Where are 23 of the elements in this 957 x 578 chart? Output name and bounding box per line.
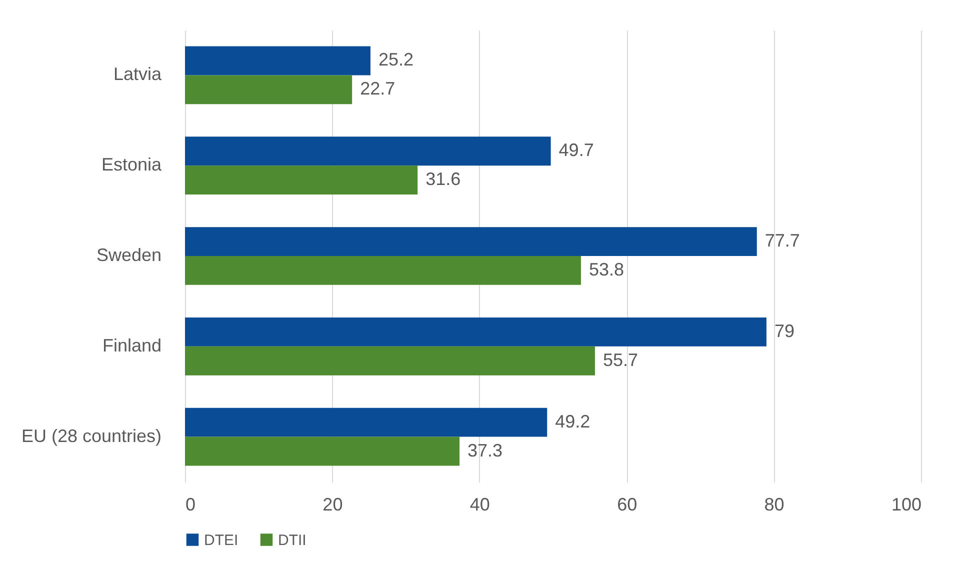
data-label: 31.6	[426, 169, 461, 190]
x-tick-label: 80	[764, 494, 784, 514]
x-tick-label: 60	[617, 494, 638, 514]
data-label: 22.7	[360, 78, 396, 99]
data-label: 49.2	[555, 411, 590, 432]
y-tick-label: Finland	[102, 335, 162, 356]
y-tick-label: Sweden	[96, 245, 162, 265]
data-label: 37.3	[468, 440, 503, 460]
x-tick-label: 40	[470, 494, 490, 514]
data-label: 25.2	[378, 50, 414, 70]
data-label: 77.7	[764, 230, 800, 251]
legend-label: DTII	[278, 532, 306, 549]
x-tick-label: 20	[322, 494, 343, 514]
y-tick-label: EU (28 countries)	[21, 426, 162, 446]
data-label: 79	[774, 320, 794, 341]
x-tick-label: 100	[891, 494, 922, 514]
data-label: 49.7	[558, 140, 594, 160]
x-tick-label: 0	[186, 494, 196, 514]
y-tick-label: Latvia	[113, 64, 162, 84]
legend-label: DTEI	[204, 532, 238, 549]
data-label: 55.7	[602, 350, 638, 370]
data-label: 53.8	[588, 259, 624, 280]
y-tick-label: Estonia	[101, 154, 162, 175]
